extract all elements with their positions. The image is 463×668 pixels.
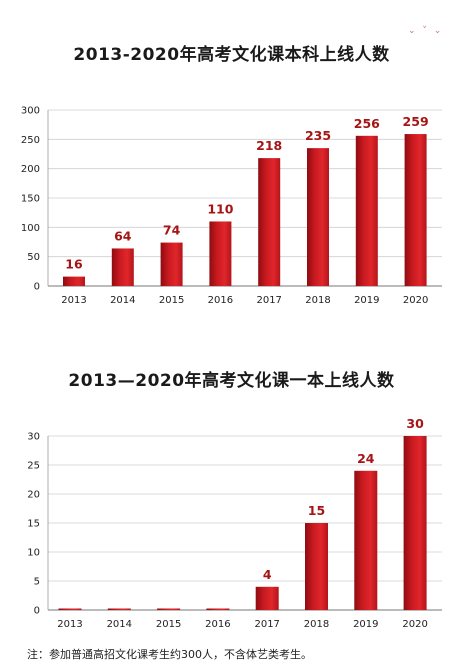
chart1-xtick-label: 2014 bbox=[110, 295, 135, 306]
chart1-data-label: 218 bbox=[256, 138, 282, 153]
chart2-data-label: 30 bbox=[406, 416, 424, 431]
footnote: 注：参加普通高招文化课考生约300人，不含体艺类考生。 bbox=[27, 648, 312, 661]
chart1-data-label: 259 bbox=[403, 114, 429, 129]
chart1-bar-2020 bbox=[404, 134, 427, 286]
chart2-data-label: 4 bbox=[263, 567, 272, 582]
chart1-ytick-label: 50 bbox=[27, 252, 40, 263]
chart1-ytick-label: 300 bbox=[21, 106, 40, 117]
chart2-bar-2016 bbox=[206, 608, 230, 610]
chart2-ytick-label: 30 bbox=[27, 432, 40, 443]
chart2-bar-2014 bbox=[107, 608, 131, 610]
chart1-ytick-label: 200 bbox=[21, 164, 40, 175]
chart1-bar-2013 bbox=[63, 276, 85, 286]
chart1-ytick-label: 100 bbox=[21, 223, 40, 234]
chart1-ytick-label: 0 bbox=[34, 282, 40, 293]
chart2-title: 2013—2020年高考文化课一本上线人数 bbox=[68, 371, 395, 391]
chart1-bar-2016 bbox=[209, 221, 232, 286]
chart2-xtick-label: 2016 bbox=[205, 619, 230, 630]
chart1-bar-2018 bbox=[307, 148, 329, 286]
chart1-data-label: 256 bbox=[354, 116, 380, 131]
chart2-xtick-label: 2015 bbox=[156, 619, 181, 630]
chart2-xtick-label: 2017 bbox=[254, 619, 279, 630]
chart1-data-label: 74 bbox=[163, 223, 181, 238]
chart2-bar-2020 bbox=[403, 436, 427, 610]
chart2-xtick-label: 2014 bbox=[107, 619, 132, 630]
chart1-data-label: 16 bbox=[65, 257, 83, 272]
chart1-xtick-label: 2017 bbox=[256, 295, 281, 306]
chart1-xtick-label: 2015 bbox=[159, 295, 184, 306]
chart1-data-label: 235 bbox=[305, 128, 331, 143]
chart2-xtick-label: 2018 bbox=[304, 619, 329, 630]
chart2-bar-2017 bbox=[255, 586, 279, 610]
chart1-xtick-label: 2019 bbox=[354, 295, 379, 306]
chart1-bar-2019 bbox=[355, 135, 378, 286]
chart2-xtick-label: 2019 bbox=[353, 619, 378, 630]
chart1-bar-2014 bbox=[111, 248, 134, 286]
chart1-bar-2015 bbox=[160, 242, 183, 286]
chart1-ytick-label: 150 bbox=[21, 194, 40, 205]
chart1-data-label: 110 bbox=[207, 201, 233, 216]
chart1-xtick-label: 2020 bbox=[403, 295, 428, 306]
chart2-bar-2018 bbox=[305, 523, 328, 610]
chart2-data-label: 15 bbox=[308, 503, 325, 518]
chart2-ytick-label: 10 bbox=[27, 548, 40, 559]
chart2-bar-2013 bbox=[58, 608, 82, 610]
chart1-bar-2017 bbox=[258, 158, 281, 286]
chart1-xtick-label: 2013 bbox=[61, 295, 86, 306]
chart1-title: 2013-2020年高考文化课本科上线人数 bbox=[73, 45, 390, 65]
chart2-ytick-label: 0 bbox=[34, 606, 40, 617]
decorative-birds: ⌄ ˅ ⌄ bbox=[408, 26, 444, 36]
chart1-xtick-label: 2018 bbox=[305, 295, 330, 306]
chart2-ytick-label: 5 bbox=[34, 577, 40, 588]
chart2-data-label: 24 bbox=[357, 451, 375, 466]
chart2-xtick-label: 2020 bbox=[402, 619, 427, 630]
chart2-ytick-label: 25 bbox=[27, 461, 40, 472]
chart2-ytick-label: 15 bbox=[27, 519, 40, 530]
chart2-bar-2015 bbox=[157, 608, 181, 610]
chart1-ytick-label: 250 bbox=[21, 135, 40, 146]
chart2-ytick-label: 20 bbox=[27, 490, 40, 501]
chart1-data-label: 64 bbox=[114, 228, 132, 243]
chart2-bar-2019 bbox=[354, 470, 378, 610]
chart1-xtick-label: 2016 bbox=[208, 295, 233, 306]
chart2-xtick-label: 2013 bbox=[57, 619, 82, 630]
